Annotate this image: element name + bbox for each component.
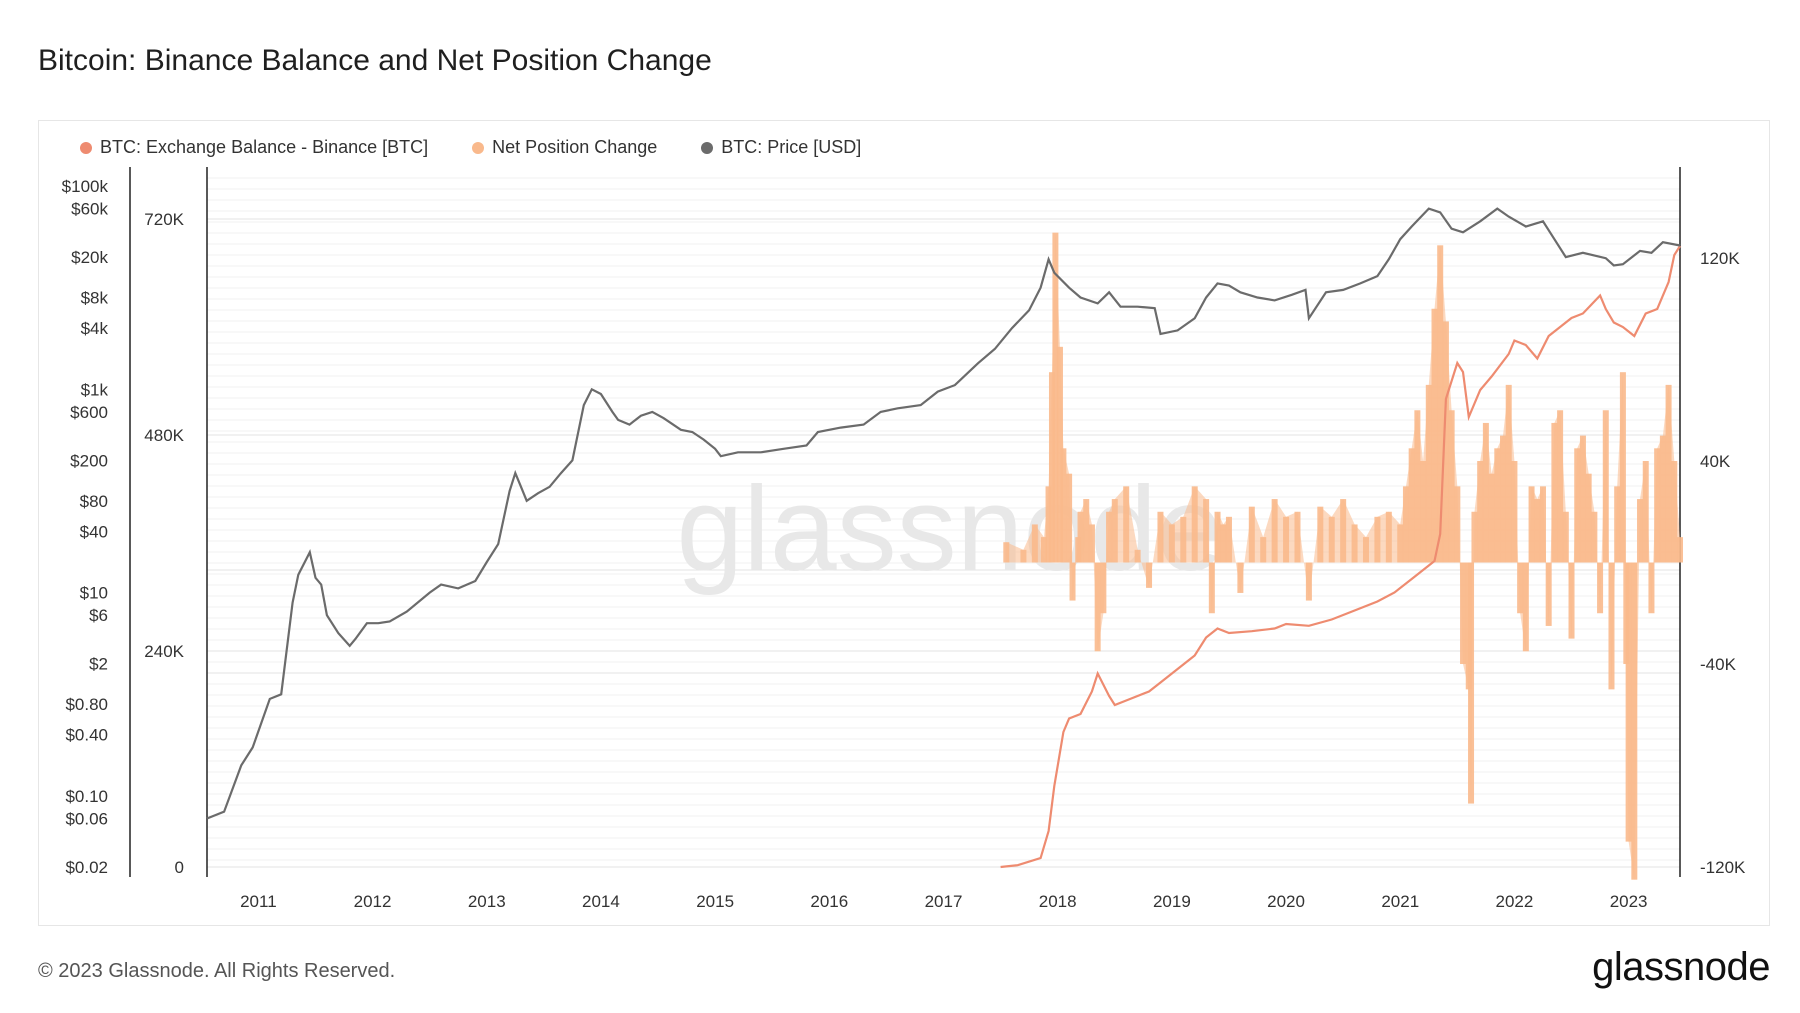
netpos-tick-label: 40K (1700, 452, 1731, 471)
netpos-tick-label: 120K (1700, 249, 1740, 268)
x-tick-label: 2018 (1039, 892, 1077, 911)
price-tick-label: $1k (81, 380, 109, 399)
price-tick-label: $8k (81, 289, 109, 308)
price-tick-label: $100k (62, 177, 109, 196)
legend-item-netpos[interactable]: Net Position Change (472, 137, 657, 158)
legend-item-price[interactable]: BTC: Price [USD] (701, 137, 861, 158)
x-tick-label: 2019 (1153, 892, 1191, 911)
x-tick-label: 2022 (1496, 892, 1534, 911)
balance-tick-label: 0 (175, 858, 184, 877)
legend-label-netpos: Net Position Change (492, 137, 658, 157)
price-tick-label: $0.06 (65, 809, 108, 828)
watermark: glassnode (676, 462, 1223, 596)
balance-tick-label: 240K (144, 642, 184, 661)
balance-tick-label: 480K (144, 426, 184, 445)
price-tick-label: $10 (80, 584, 108, 603)
glassnode-logo: glassnode (1592, 945, 1770, 989)
netpos-tick-label: -120K (1700, 858, 1746, 877)
price-tick-label: $0.02 (65, 858, 108, 877)
chart-panel (38, 120, 1770, 926)
x-tick-label: 2015 (696, 892, 734, 911)
x-tick-label: 2023 (1610, 892, 1648, 911)
x-tick-label: 2014 (582, 892, 620, 911)
price-tick-label: $600 (70, 403, 108, 422)
netpos-tick-label: -40K (1700, 655, 1737, 674)
chart-legend: BTC: Exchange Balance - Binance [BTC] Ne… (80, 137, 861, 158)
legend-label-price: BTC: Price [USD] (721, 137, 862, 157)
price-series-line (206, 207, 1681, 820)
x-tick-label: 2016 (810, 892, 848, 911)
legend-item-balance[interactable]: BTC: Exchange Balance - Binance [BTC] (80, 137, 428, 158)
price-tick-label: $0.80 (65, 695, 108, 714)
x-tick-label: 2017 (925, 892, 963, 911)
copyright-footer: © 2023 Glassnode. All Rights Reserved. (38, 960, 396, 982)
price-tick-label: $80 (80, 492, 108, 511)
legend-dot-balance (80, 141, 92, 154)
legend-dot-price (701, 141, 714, 154)
legend-dot-netpos (472, 141, 485, 154)
price-tick-label: $60k (71, 200, 108, 219)
netpos-area (1006, 232, 1680, 880)
price-tick-label: $200 (70, 451, 108, 470)
balance-tick-label: 720K (144, 210, 184, 229)
x-tick-label: 2013 (468, 892, 506, 911)
legend-label-balance: BTC: Exchange Balance - Binance [BTC] (100, 137, 429, 157)
x-tick-label: 2020 (1267, 892, 1305, 911)
x-tick-label: 2012 (354, 892, 392, 911)
price-tick-label: $0.10 (65, 787, 108, 806)
x-tick-label: 2011 (240, 892, 277, 911)
x-tick-label: 2021 (1381, 892, 1419, 911)
price-tick-label: $2 (89, 655, 108, 674)
price-tick-label: $6 (89, 606, 108, 625)
price-tick-label: $0.40 (65, 726, 108, 745)
price-tick-label: $4k (81, 319, 109, 338)
price-tick-label: $40 (80, 522, 108, 541)
balance-series-line (1000, 245, 1681, 869)
chart-title: Bitcoin: Binance Balance and Net Positio… (38, 44, 712, 77)
price-tick-label: $20k (71, 248, 108, 267)
